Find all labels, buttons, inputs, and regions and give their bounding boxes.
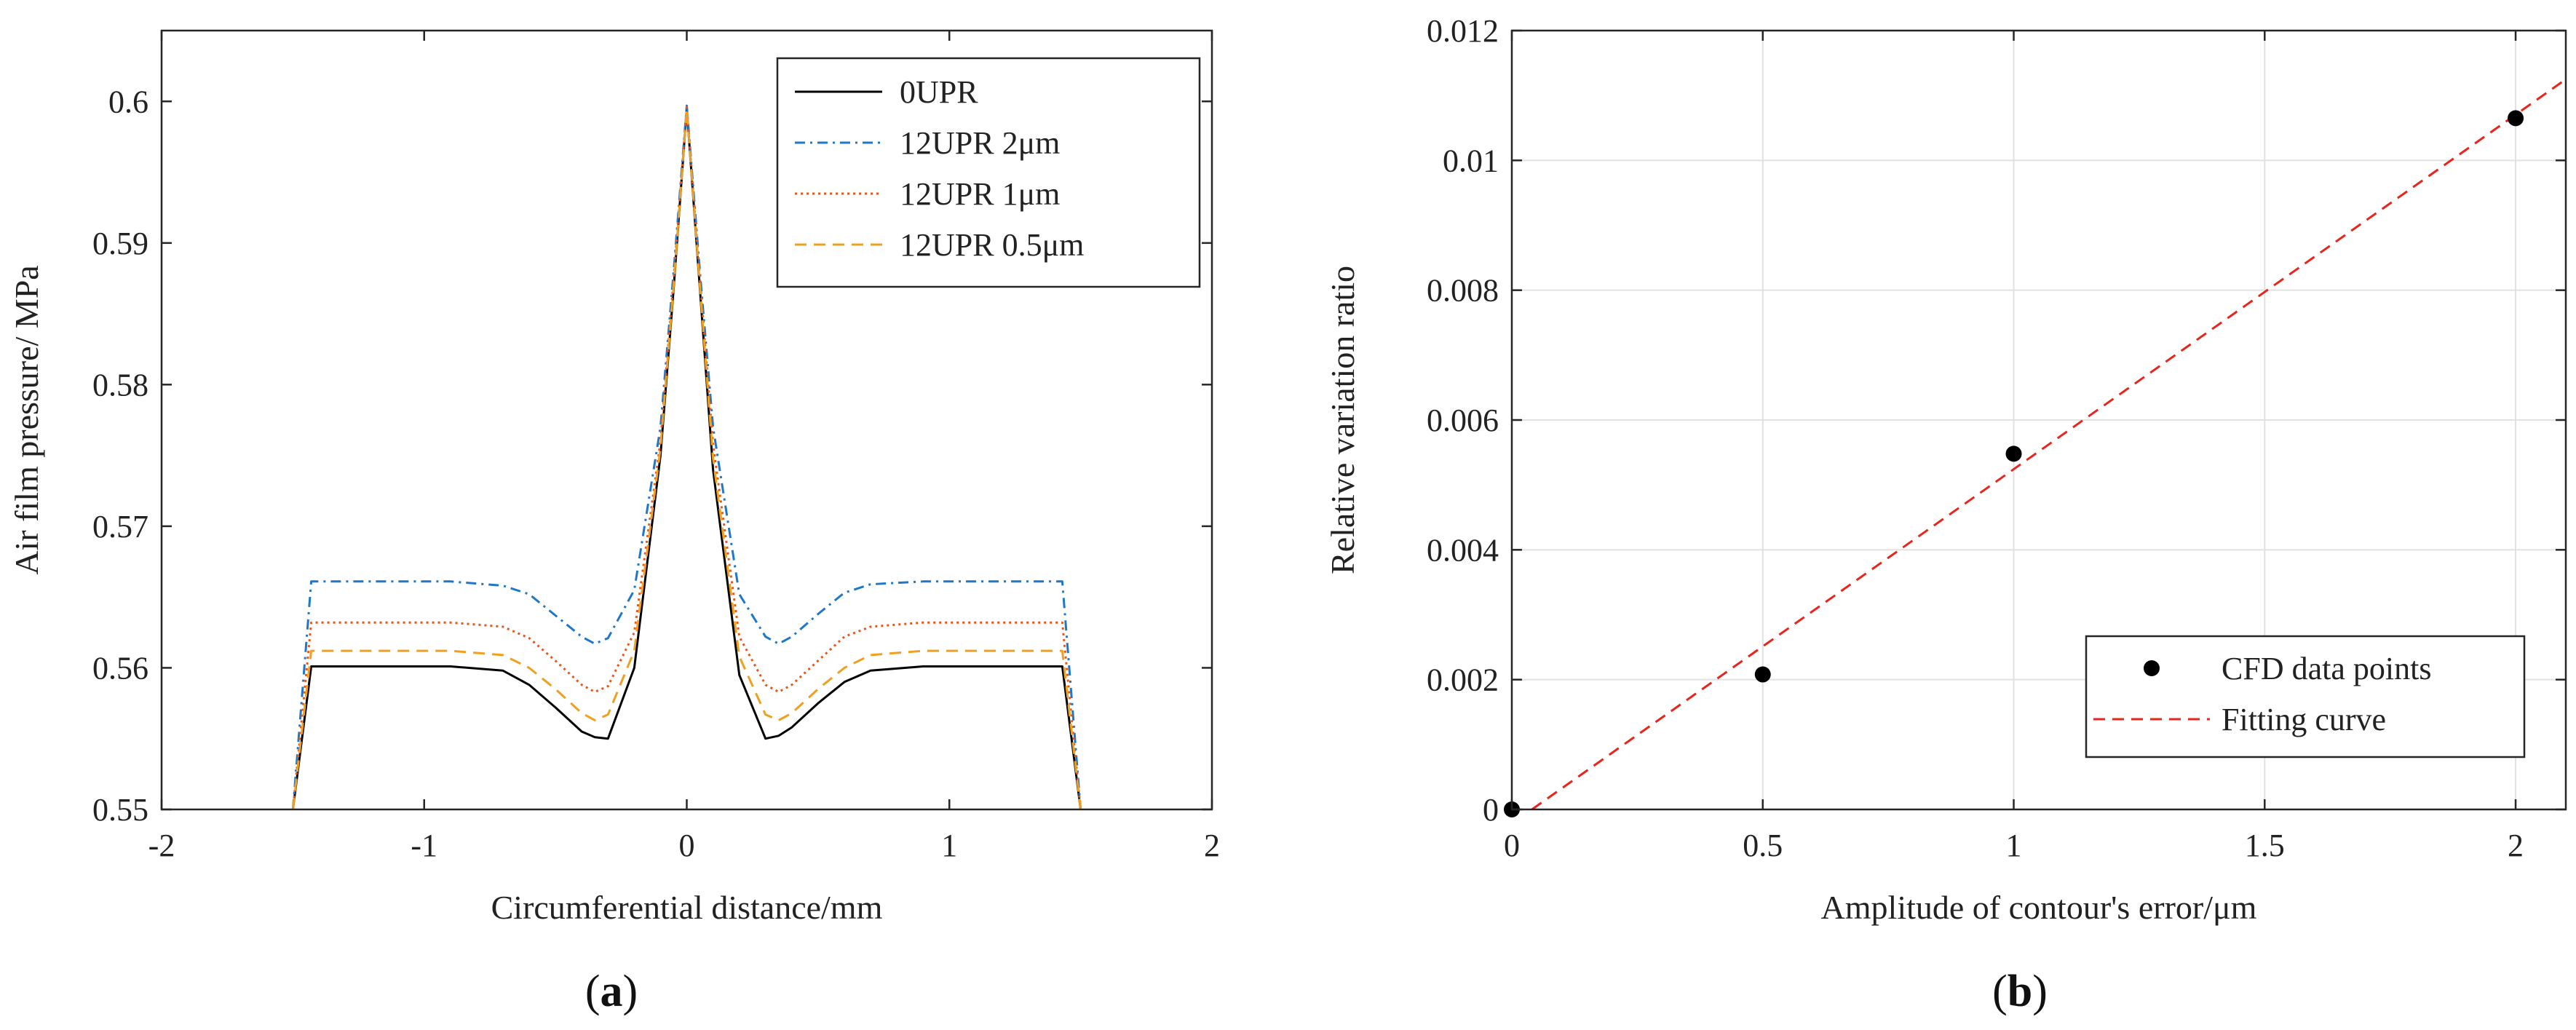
legend-label: 12UPR 0.5μm [900,227,1084,263]
data-point [2508,110,2524,127]
y-axis-label: Relative variation ratio [1324,266,1361,574]
data-point [1754,666,1771,683]
y-tick-label: 0.006 [1427,403,1499,438]
legend-box [776,57,1201,288]
x-tick-label: 0 [1504,828,1520,863]
caption-letter: b [2008,967,2032,1016]
legend-label: Fitting curve [2222,702,2386,737]
y-tick-label: 0.6 [108,84,148,119]
plot-area [291,104,1082,809]
panel-caption: (a) [585,967,638,1016]
x-tick-label: -1 [411,828,437,863]
legend-label: 12UPR 2μm [900,125,1060,161]
y-tick-label: 0.012 [1427,13,1499,49]
legend-label: 12UPR 1μm [900,176,1060,212]
y-tick-label: 0.01 [1443,143,1499,178]
legend-box [2085,635,2526,758]
y-tick-label: 0.59 [92,226,148,261]
y-tick-label: 0 [1483,792,1499,828]
y-tick-label: 0.002 [1427,662,1499,698]
x-tick-label: 1.5 [2245,828,2285,863]
legend: 0UPR 12UPR 2μm 12UPR 1μm 12UPR 0.5μm [776,57,1201,288]
panel-caption: (b) [1992,967,2048,1016]
y-tick-label: 0.55 [92,792,148,828]
y-tick-label: 0.004 [1427,532,1499,568]
x-tick-label: 1 [941,828,957,863]
x-tick-label: 0 [679,828,695,863]
x-tick-label: 2 [1204,828,1220,863]
legend-marker [2144,660,2160,676]
y-tick-label: 0.58 [92,367,148,403]
x-axis-label: Amplitude of contour's error/μm [1821,889,2257,926]
series-line-12upr-0-5-m [291,107,1082,809]
caption-open-paren: ( [1992,967,2008,1016]
series-line-12upr-2-m [291,104,1082,809]
panel-a-chart: -2 -1 0 1 2 0.55 0.56 0.57 0.58 0.59 0.6 Circumfere… [8,29,1220,1016]
series-line-fitting-curve [1531,78,2566,809]
x-tick-label: 0.5 [1743,828,1783,863]
series-line-12upr-1-m [291,106,1082,809]
plot-area [1531,78,2566,809]
y-tick-label: 0.56 [92,650,148,686]
legend-label: CFD data points [2222,651,2431,686]
y-tick-label: 0.57 [92,509,148,544]
caption-letter: a [601,967,623,1016]
caption-close-paren: ) [623,967,638,1016]
y-axis-label: Air film pressure/ MPa [8,265,45,574]
data-point [2005,445,2022,462]
x-tick-label: 2 [2508,828,2524,863]
x-tick-label: -2 [148,828,175,863]
caption-open-paren: ( [585,967,601,1016]
caption-close-paren: ) [2032,967,2048,1016]
legend-label: 0UPR [900,74,978,110]
panel-b-chart: 0 0.5 1 1.5 2 0 0.002 0.004 0.006 0.008 0.01 0.012 A… [1324,13,2567,1016]
x-axis-label: Circumferential distance/mm [491,889,883,926]
y-tick-label: 0.008 [1427,273,1499,309]
x-tick-label: 1 [2006,828,2022,863]
legend: CFD data points Fitting curve [2085,635,2526,758]
